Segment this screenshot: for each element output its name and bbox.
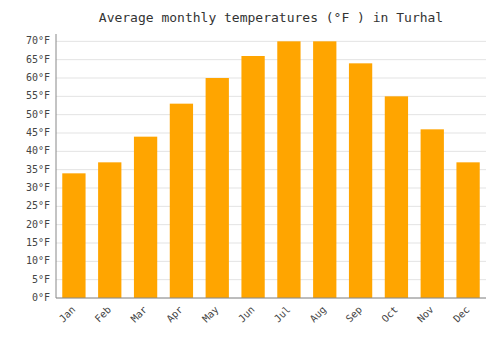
- bar: [456, 162, 479, 298]
- y-tick-label: 5°F: [32, 274, 50, 285]
- x-tick-label: Aug: [308, 304, 329, 325]
- y-tick-label: 15°F: [26, 237, 50, 248]
- bar: [313, 41, 336, 298]
- bar: [385, 96, 408, 298]
- bar: [277, 41, 300, 298]
- y-axis-line: [56, 34, 57, 298]
- y-tick-label: 65°F: [26, 54, 50, 65]
- x-tick-label: Jul: [272, 304, 293, 325]
- chart-container: 0°F 5°F 10°F 15°F 20°F 25°F 30°F 35°F 40°F 45°F 50…: [0, 0, 500, 350]
- x-tick-label: Jan: [57, 304, 78, 325]
- grid-line: [56, 41, 486, 42]
- chart-title: Average monthly temperatures (°F ) in Tu…: [99, 10, 443, 25]
- y-tick-label: 20°F: [26, 219, 50, 230]
- x-tick-label: Nov: [415, 304, 436, 325]
- x-tick-label: May: [200, 304, 221, 325]
- x-tick-label: Dec: [451, 304, 472, 325]
- y-tick-label: 60°F: [26, 72, 50, 83]
- bar: [170, 104, 193, 298]
- y-tick-labels: 0°F 5°F 10°F 15°F 20°F 25°F 30°F 35°F 40°F 45°F 50…: [26, 35, 50, 303]
- y-tick-label: 50°F: [26, 109, 50, 120]
- y-tick-label: 25°F: [26, 200, 50, 211]
- x-tick-label: Jun: [236, 304, 257, 325]
- bars: [62, 41, 479, 298]
- grid-line: [56, 78, 486, 79]
- bar: [421, 129, 444, 298]
- grid-line: [56, 114, 486, 115]
- y-tick-label: 55°F: [26, 90, 50, 101]
- x-tick-label: Mar: [129, 304, 150, 325]
- chart-svg: 0°F 5°F 10°F 15°F 20°F 25°F 30°F 35°F 40°F 45°F 50…: [0, 0, 500, 350]
- y-tick-label: 40°F: [26, 145, 50, 156]
- grid-line: [56, 96, 486, 97]
- bar: [62, 173, 85, 298]
- y-tick-label: 35°F: [26, 164, 50, 175]
- y-tick-label: 0°F: [32, 292, 50, 303]
- grid-line: [56, 298, 486, 299]
- y-tick-label: 30°F: [26, 182, 50, 193]
- bar: [98, 162, 121, 298]
- x-tick-labels: Jan Feb Mar Apr May Jun Jul Aug Sep Oct Nov Dec: [57, 304, 472, 325]
- bar: [134, 137, 157, 298]
- y-tick-label: 10°F: [26, 255, 50, 266]
- x-axis-line: [56, 298, 486, 299]
- y-tick-label: 70°F: [26, 35, 50, 46]
- bar: [241, 56, 264, 298]
- x-tick-label: Oct: [379, 304, 400, 325]
- x-tick-label: Apr: [164, 304, 185, 325]
- x-tick-label: Feb: [93, 304, 114, 325]
- bar: [349, 63, 372, 298]
- x-tick-label: Sep: [344, 304, 365, 325]
- y-tick-label: 45°F: [26, 127, 50, 138]
- bar: [206, 78, 229, 298]
- y-grid: [56, 41, 486, 298]
- grid-line: [56, 59, 486, 60]
